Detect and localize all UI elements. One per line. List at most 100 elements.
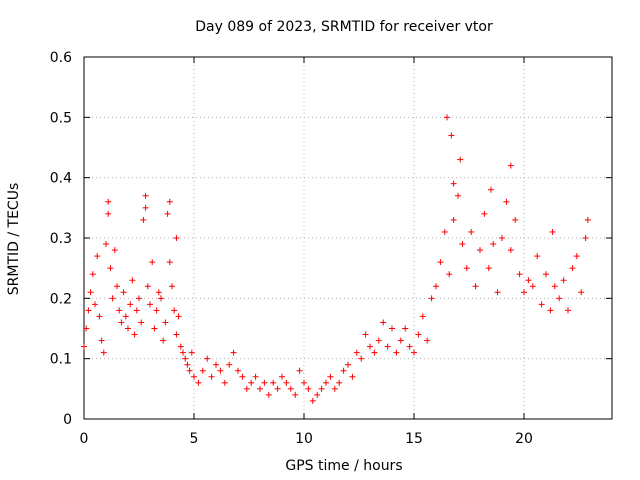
data-point bbox=[424, 338, 430, 344]
data-point bbox=[402, 326, 408, 332]
data-point bbox=[552, 283, 558, 289]
y-tick-label: 0.6 bbox=[50, 50, 72, 66]
data-point bbox=[204, 356, 210, 362]
data-point bbox=[530, 283, 536, 289]
data-point bbox=[182, 356, 188, 362]
data-point bbox=[195, 380, 201, 386]
data-point bbox=[143, 193, 149, 199]
data-point bbox=[495, 289, 501, 295]
data-point bbox=[376, 338, 382, 344]
data-point bbox=[110, 295, 116, 301]
data-point bbox=[508, 247, 514, 253]
chart-title: Day 089 of 2023, SRMTID for receiver vto… bbox=[195, 19, 493, 35]
data-point bbox=[103, 241, 109, 247]
data-point bbox=[176, 313, 182, 319]
data-point bbox=[385, 344, 391, 350]
data-point bbox=[171, 307, 177, 313]
data-point bbox=[565, 307, 571, 313]
data-point bbox=[231, 350, 237, 356]
data-point bbox=[543, 271, 549, 277]
data-point bbox=[253, 374, 259, 380]
data-point bbox=[209, 374, 215, 380]
y-tick-label: 0 bbox=[63, 412, 72, 428]
data-point bbox=[105, 211, 111, 217]
data-point bbox=[323, 380, 329, 386]
data-point bbox=[160, 338, 166, 344]
x-tick-label: 15 bbox=[405, 431, 423, 447]
data-point bbox=[420, 313, 426, 319]
data-point bbox=[354, 350, 360, 356]
data-point bbox=[81, 344, 87, 350]
data-point bbox=[94, 253, 100, 259]
data-point bbox=[118, 319, 124, 325]
data-point bbox=[547, 307, 553, 313]
ticks-layer: 0 5 10 15 20 0 0.1 0.2 0.3 0.4 0.5 0.6 bbox=[50, 50, 612, 447]
data-point bbox=[213, 362, 219, 368]
y-tick-label: 0.5 bbox=[50, 110, 72, 126]
data-point bbox=[512, 217, 518, 223]
data-point bbox=[327, 374, 333, 380]
data-point bbox=[415, 332, 421, 338]
data-point bbox=[173, 235, 179, 241]
data-point bbox=[154, 307, 160, 313]
data-point bbox=[561, 277, 567, 283]
data-point bbox=[411, 350, 417, 356]
data-point bbox=[336, 380, 342, 386]
data-point bbox=[429, 295, 435, 301]
data-point bbox=[191, 374, 197, 380]
data-point bbox=[275, 386, 281, 392]
data-point bbox=[107, 265, 113, 271]
data-point bbox=[136, 295, 142, 301]
data-point bbox=[569, 265, 575, 271]
data-point bbox=[257, 386, 263, 392]
data-point bbox=[534, 253, 540, 259]
data-point bbox=[173, 332, 179, 338]
data-point bbox=[488, 187, 494, 193]
data-point bbox=[244, 386, 250, 392]
data-point bbox=[158, 295, 164, 301]
data-point bbox=[169, 283, 175, 289]
data-point bbox=[358, 356, 364, 362]
data-point bbox=[446, 271, 452, 277]
data-point bbox=[490, 241, 496, 247]
data-point bbox=[521, 289, 527, 295]
data-point bbox=[451, 217, 457, 223]
data-point bbox=[468, 229, 474, 235]
data-point bbox=[578, 289, 584, 295]
data-point bbox=[389, 326, 395, 332]
data-point bbox=[134, 307, 140, 313]
data-point bbox=[189, 350, 195, 356]
data-point bbox=[464, 265, 470, 271]
data-point bbox=[101, 350, 107, 356]
data-point bbox=[217, 368, 223, 374]
data-point bbox=[222, 380, 228, 386]
data-point bbox=[235, 368, 241, 374]
data-point bbox=[367, 344, 373, 350]
data-point bbox=[283, 380, 289, 386]
data-point bbox=[517, 271, 523, 277]
data-point bbox=[292, 392, 298, 398]
data-point bbox=[585, 217, 591, 223]
data-point bbox=[407, 344, 413, 350]
x-tick-label: 0 bbox=[80, 431, 89, 447]
data-point bbox=[332, 386, 338, 392]
data-point bbox=[147, 301, 153, 307]
data-point bbox=[184, 362, 190, 368]
data-point bbox=[448, 132, 454, 138]
data-point bbox=[178, 344, 184, 350]
data-point bbox=[200, 368, 206, 374]
data-point bbox=[574, 253, 580, 259]
data-point bbox=[187, 368, 193, 374]
data-point bbox=[459, 241, 465, 247]
chart-container: Day 089 of 2023, SRMTID for receiver vto… bbox=[0, 0, 640, 480]
data-point bbox=[261, 380, 267, 386]
data-point bbox=[162, 319, 168, 325]
data-point bbox=[127, 301, 133, 307]
data-point bbox=[165, 211, 171, 217]
data-point bbox=[145, 283, 151, 289]
data-point bbox=[550, 229, 556, 235]
data-points-layer bbox=[81, 114, 591, 404]
data-point bbox=[85, 307, 91, 313]
chart-svg: Day 089 of 2023, SRMTID for receiver vto… bbox=[0, 0, 640, 480]
data-point bbox=[310, 398, 316, 404]
